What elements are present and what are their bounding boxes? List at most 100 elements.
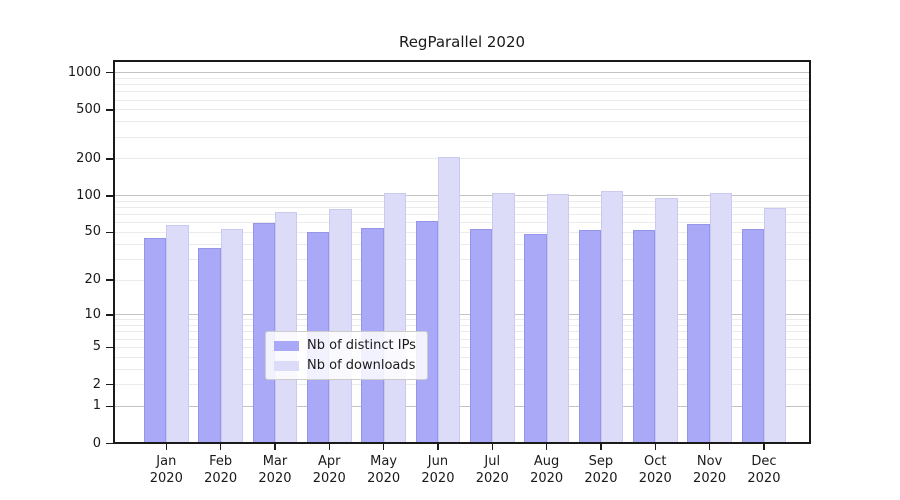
y-tick-mark [106, 314, 113, 316]
y-tick-mark [106, 158, 113, 160]
x-tick-label: Jul 2020 [475, 454, 509, 486]
x-tick-mark [219, 444, 222, 450]
minor-gridline [113, 222, 811, 224]
minor-gridline [113, 231, 811, 233]
x-tick-label: Aug 2020 [530, 454, 564, 486]
x-tick-label: Sep 2020 [584, 454, 618, 486]
minor-gridline [113, 356, 811, 358]
legend-item-downloads: Nb of downloads [274, 358, 417, 373]
y-tick-mark [106, 383, 113, 386]
y-tick-label: 5 [92, 339, 101, 355]
y-tick-mark [106, 346, 113, 349]
minor-gridline [113, 121, 811, 123]
y-tick-label: 500 [76, 101, 101, 117]
minor-gridline [113, 136, 811, 138]
x-tick-label: Jun 2020 [421, 454, 455, 486]
bar-downloads [763, 207, 787, 444]
y-tick-label: 20 [84, 272, 101, 288]
x-tick-mark [654, 444, 657, 450]
x-tick-label: Feb 2020 [204, 454, 238, 486]
bar-downloads [546, 194, 569, 444]
bar-downloads [274, 211, 298, 444]
minor-gridline [113, 319, 811, 321]
minor-gridline [113, 109, 811, 111]
minor-gridline [113, 91, 811, 93]
minor-gridline [113, 99, 811, 101]
y-tick-mark [106, 109, 113, 111]
x-tick-label: Jan 2020 [149, 454, 183, 486]
bar-distinct-ips [578, 230, 601, 444]
minor-gridline [113, 214, 811, 216]
minor-gridline [113, 368, 811, 370]
x-axis: Jan 2020 Feb 2020 Mar 2020 Apr 2020 May 2020… [113, 444, 811, 500]
y-tick-mark [106, 405, 113, 408]
minor-gridline [113, 258, 811, 260]
legend-swatch-downloads [274, 360, 299, 371]
x-tick-mark [165, 444, 168, 450]
major-gridline [113, 72, 811, 74]
x-tick-mark [708, 444, 711, 450]
bar-downloads [709, 193, 732, 444]
plot-area [113, 60, 811, 444]
minor-gridline [113, 346, 811, 348]
y-tick-label: 50 [84, 224, 101, 240]
y-axis: 0 1 2 5 10 20 50 100 200 500 1000 [0, 60, 113, 451]
y-tick-label: 1 [92, 398, 101, 414]
legend-item-distinct-ips: Nb of distinct IPs [274, 338, 417, 353]
x-tick-mark [763, 444, 765, 450]
y-tick-label: 2 [92, 376, 101, 392]
minor-gridline [113, 384, 811, 386]
y-tick-label: 1000 [67, 64, 101, 80]
y-tick-mark [106, 442, 113, 445]
y-tick-label: 200 [76, 150, 101, 166]
minor-gridline [113, 200, 811, 202]
major-gridline [113, 314, 811, 316]
x-tick-mark [382, 444, 385, 450]
x-tick-label: May 2020 [367, 454, 401, 486]
legend-swatch-distinct-ips [274, 340, 299, 351]
minor-gridline [113, 338, 811, 340]
legend-label-downloads: Nb of downloads [307, 358, 416, 373]
minor-gridline [113, 331, 811, 333]
y-tick-label: 0 [92, 435, 101, 451]
legend-label-distinct-ips: Nb of distinct IPs [307, 338, 416, 353]
x-tick-mark [328, 444, 331, 450]
bar-downloads [492, 193, 515, 444]
x-tick-label: Mar 2020 [258, 454, 292, 486]
bar-downloads [166, 224, 189, 444]
x-tick-mark [491, 444, 494, 450]
x-tick-mark [545, 444, 548, 450]
bar-downloads [655, 197, 678, 444]
x-tick-mark [437, 444, 439, 450]
y-tick-mark [106, 71, 113, 74]
minor-gridline [113, 207, 811, 209]
x-tick-label: Apr 2020 [312, 454, 346, 486]
bar-distinct-ips [469, 229, 493, 444]
minor-gridline [113, 243, 811, 245]
y-tick-label: 100 [76, 187, 101, 203]
chart-title: RegParallel 2020 [398, 33, 526, 51]
bar-distinct-ips [524, 233, 547, 444]
minor-gridline [113, 77, 811, 79]
y-tick-mark [106, 231, 113, 234]
x-tick-label: Nov 2020 [693, 454, 727, 486]
bar-distinct-ips [687, 223, 710, 444]
y-tick-mark [106, 279, 113, 281]
x-tick-mark [600, 444, 602, 450]
bar-downloads [600, 190, 624, 444]
x-tick-label: Oct 2020 [638, 454, 672, 486]
bar-downloads [383, 193, 406, 444]
minor-gridline [113, 84, 811, 86]
bar-distinct-ips [741, 229, 764, 444]
y-tick-label: 10 [84, 306, 101, 322]
minor-gridline [113, 158, 811, 160]
x-tick-mark [274, 444, 276, 450]
major-gridline [113, 405, 811, 407]
y-tick-mark [106, 195, 113, 197]
major-gridline [113, 195, 811, 197]
minor-gridline [113, 279, 811, 281]
bar-distinct-ips [632, 230, 656, 444]
bar-downloads [437, 156, 461, 444]
bar-downloads [329, 208, 352, 444]
